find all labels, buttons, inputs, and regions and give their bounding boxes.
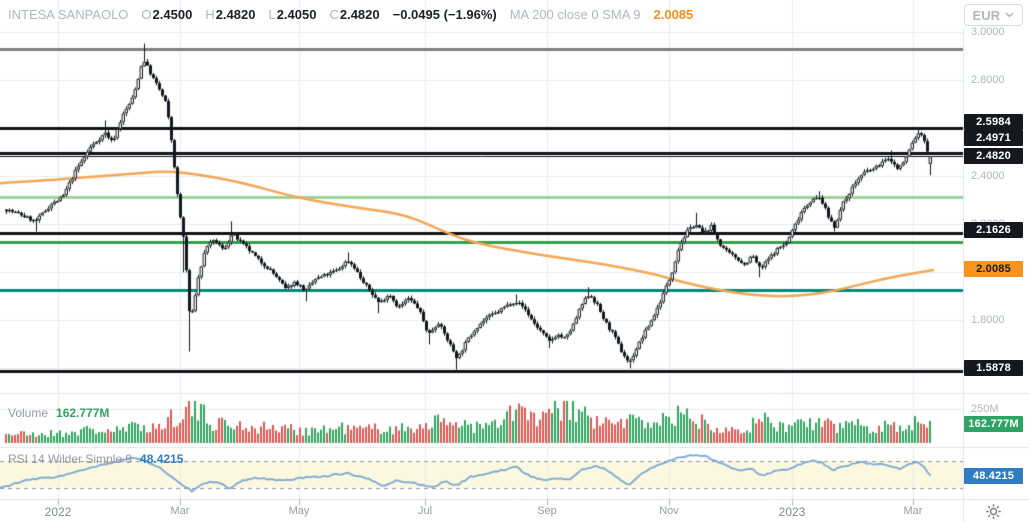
ohlc-open-key: O bbox=[141, 7, 152, 22]
ohlc-low: L 2.4050 bbox=[268, 7, 316, 22]
ohlc-close: C 2.4820 bbox=[329, 7, 379, 22]
time-axis-label: 2023 bbox=[778, 505, 806, 519]
change-value: −0.0495 (−1.96%) bbox=[392, 7, 497, 22]
price-badge: 2.4971 bbox=[964, 130, 1023, 146]
time-axis-label: Mar bbox=[903, 505, 923, 517]
chart-legend: INTESA SANPAOLO O 2.4500 H 2.4820 L 2.4050 … bbox=[8, 7, 693, 22]
symbol-name[interactable]: INTESA SANPAOLO bbox=[8, 7, 129, 22]
price-axis-label: 250M bbox=[971, 403, 999, 415]
time-axis[interactable]: 2022 Mar May Jul Sep Nov 2023 Mar bbox=[0, 505, 963, 522]
time-axis-label: Mar bbox=[170, 505, 190, 517]
price-badge: 1.5878 bbox=[964, 360, 1023, 376]
time-axis-label: May bbox=[288, 505, 310, 517]
ohlc-high-value: 2.4820 bbox=[215, 7, 256, 22]
price-badge: 2.4820 bbox=[964, 148, 1023, 164]
price-axis[interactable]: 3.00002.80002.40002.20001.8000250M2.5984… bbox=[963, 0, 1029, 522]
ohlc-open-value: 2.4500 bbox=[152, 7, 193, 22]
currency-selector-button[interactable]: EUR bbox=[963, 4, 1023, 26]
time-axis-label: Sep bbox=[537, 505, 557, 517]
ohlc-high-key: H bbox=[205, 7, 215, 22]
chevron-down-icon bbox=[1005, 12, 1014, 18]
volume-label[interactable]: Volume bbox=[8, 406, 49, 420]
volume-pane-legend: Volume 162.777M bbox=[8, 406, 109, 420]
price-badge: 162.777M bbox=[964, 416, 1023, 432]
rsi-pane-legend: RSI 14 Wilder Simple 9 48.4215 bbox=[8, 452, 183, 466]
currency-label: EUR bbox=[972, 7, 1000, 23]
settings-gear-icon[interactable] bbox=[985, 503, 1002, 520]
time-axis-label: Nov bbox=[659, 505, 679, 517]
price-axis-label: 2.4000 bbox=[971, 170, 1005, 182]
ohlc-open: O 2.4500 bbox=[141, 7, 192, 22]
price-axis-label: 2.8000 bbox=[971, 74, 1005, 86]
ohlc-low-key: L bbox=[268, 7, 276, 22]
ohlc-close-value: 2.4820 bbox=[339, 7, 380, 22]
ohlc-high: H 2.4820 bbox=[205, 7, 255, 22]
rsi-label[interactable]: RSI 14 Wilder Simple 9 bbox=[8, 452, 133, 466]
time-axis-label: 2022 bbox=[44, 505, 72, 519]
price-axis-label: 1.8000 bbox=[971, 314, 1005, 326]
time-axis-label: Jul bbox=[417, 505, 433, 517]
ohlc-close-key: C bbox=[329, 7, 339, 22]
ma-indicator-value: 2.0085 bbox=[653, 7, 694, 22]
ohlc-low-value: 2.4050 bbox=[276, 7, 317, 22]
volume-value: 162.777M bbox=[56, 406, 110, 420]
price-axis-label: 3.0000 bbox=[971, 26, 1005, 38]
price-badge: 48.4215 bbox=[964, 468, 1023, 484]
price-badge: 2.1626 bbox=[964, 222, 1023, 238]
price-badge: 2.0085 bbox=[964, 261, 1023, 277]
price-badge: 2.5984 bbox=[964, 114, 1023, 130]
ma-indicator-label[interactable]: MA 200 close 0 SMA 9 bbox=[509, 7, 641, 22]
rsi-value: 48.4215 bbox=[140, 452, 184, 466]
